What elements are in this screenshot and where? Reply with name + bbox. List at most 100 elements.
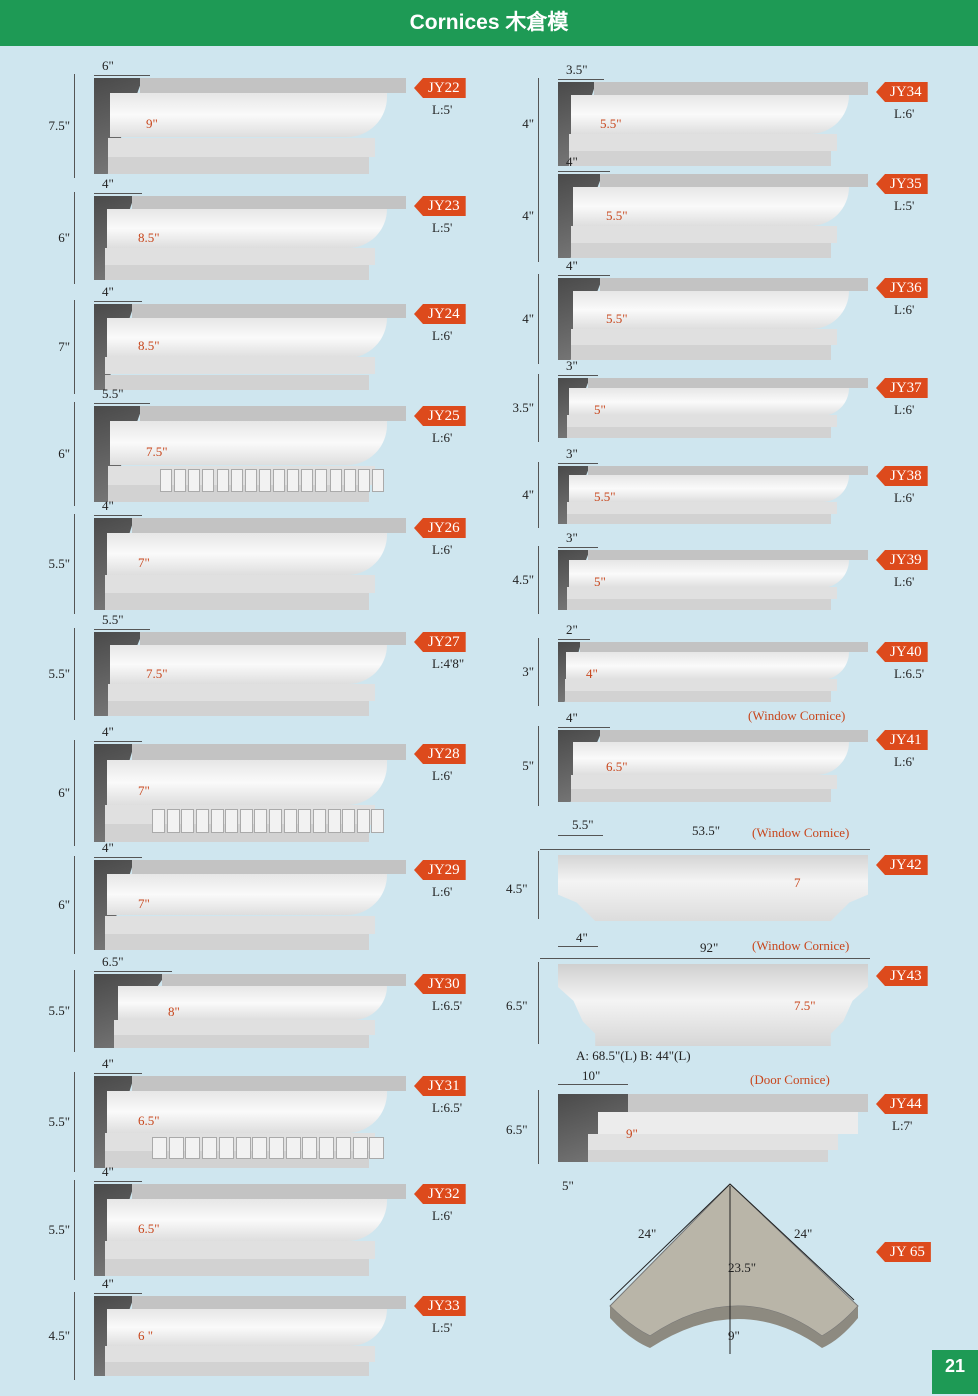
cornice-profile xyxy=(558,174,868,258)
height-dimension: 6" xyxy=(58,230,70,245)
cornice-profile xyxy=(94,1184,406,1276)
length-label: L:6.5' xyxy=(894,666,925,681)
rise-dimension: 9" xyxy=(728,1328,740,1343)
depth-label: 8.5" xyxy=(138,230,160,245)
product-jy32[interactable]: 4" 5.5" 6.5" JY32 L:6' xyxy=(0,1164,466,1296)
width-dimension: 3" xyxy=(566,446,578,461)
length-label: L:6' xyxy=(894,574,915,589)
product-jy35[interactable]: 4" 4" 5.5" JY35 L:5' xyxy=(500,154,930,278)
product-jy24[interactable]: 4" 7" 8.5" JY24 L:6' xyxy=(0,284,466,410)
length-label: L:5' xyxy=(894,198,915,213)
product-jy41[interactable]: 4" 5" 6.5" JY41 L:6' (Window Cornice) xyxy=(500,708,930,822)
product-jy33[interactable]: 4" 4.5" 6 " JY33 L:5' xyxy=(0,1276,466,1396)
product-jy22[interactable]: 6" 7.5" 9" JY22 L:5' xyxy=(0,58,466,194)
product-code-tag: JY37 xyxy=(876,378,928,398)
span-dimension: 53.5" xyxy=(692,823,721,838)
width-dimension: 4" xyxy=(102,284,114,299)
depth-label: 4" xyxy=(586,666,598,681)
length-label: L:6' xyxy=(894,106,915,121)
cornice-profile xyxy=(94,518,406,610)
cornice-profile xyxy=(558,855,868,921)
page-number: 21 xyxy=(932,1350,978,1394)
product-jy44[interactable]: (Door Cornice) 10" 6.5" 9" 5" JY44 L:7' xyxy=(500,1068,930,1198)
product-code-tag: JY42 xyxy=(876,855,928,875)
width-dimension: 5.5" xyxy=(102,386,124,401)
depth-label: 6 " xyxy=(138,1328,154,1343)
width-dimension: 2" xyxy=(566,622,578,637)
height-dimension: 6" xyxy=(58,446,70,461)
height-dimension: 6.5" xyxy=(506,998,528,1013)
depth-label: 5.5" xyxy=(606,208,628,223)
length-label: L:5' xyxy=(432,220,453,235)
product-code-tag: JY29 xyxy=(414,860,466,880)
height-dimension: 5.5" xyxy=(48,1222,70,1237)
length-label: L:6.5' xyxy=(432,998,463,1013)
width-dimension: 5.5" xyxy=(572,817,594,832)
width-dimension: 4" xyxy=(566,710,578,725)
product-jy39[interactable]: 3" 4.5" 5" JY39 L:6' xyxy=(500,530,930,630)
product-jy31[interactable]: 4" 5.5" 6.5" JY31 L:6.5' xyxy=(0,1056,466,1188)
product-jy28[interactable]: 4" 6" 7" JY28 L:6' xyxy=(0,724,466,862)
height-dimension: 4.5" xyxy=(506,881,528,896)
length-label: L:7' xyxy=(892,1118,913,1133)
cornice-profile xyxy=(94,196,406,280)
product-code-tag: JY43 xyxy=(876,966,928,986)
depth-label: 6.5" xyxy=(606,759,628,774)
height-dimension: 3" xyxy=(522,664,534,679)
corner-arch-piece xyxy=(609,1183,859,1354)
size-options: A: 68.5"(L) B: 44"(L) xyxy=(576,1048,691,1063)
product-jy27[interactable]: 5.5" 5.5" 7.5" JY27 L:4'8" xyxy=(0,612,466,736)
product-code-tag: JY26 xyxy=(414,518,466,538)
page-title: Cornices 木倉模 xyxy=(409,11,569,34)
height-dimension: 5.5" xyxy=(48,1003,70,1018)
cornice-profile xyxy=(94,1296,406,1376)
height-dimension: 4" xyxy=(522,208,534,223)
product-jy38[interactable]: 3" 4" 5.5" JY38 L:6' xyxy=(500,446,930,544)
depth-label: 6.5" xyxy=(138,1221,160,1236)
cornice-profile xyxy=(558,278,868,360)
length-label: L:6' xyxy=(894,754,915,769)
product-jy42[interactable]: 5.5" (Window Cornice) 53.5" 4.5" 7 JY42 xyxy=(500,815,930,935)
height-dimension: 4" xyxy=(522,487,534,502)
product-jy34[interactable]: 3.5" 4" 5.5" JY34 L:6' xyxy=(500,62,930,186)
product-jy65[interactable]: 24" 24" 23.5" 9" JY 65 xyxy=(580,1176,940,1356)
product-code-tag: JY23 xyxy=(414,196,466,216)
cornice-profile xyxy=(558,642,868,702)
height-dimension: 7" xyxy=(58,339,70,354)
width-dimension: 4" xyxy=(102,1164,114,1179)
product-jy25[interactable]: 5.5" 6" 7.5" JY25 L:6' xyxy=(0,386,466,522)
door-cornice-note: (Door Cornice) xyxy=(750,1072,830,1087)
height-dimension: 5.5" xyxy=(48,556,70,571)
product-code-tag: JY35 xyxy=(876,174,928,194)
product-jy36[interactable]: 4" 4" 5.5" JY36 L:6' xyxy=(500,258,930,380)
product-code-tag: JY27 xyxy=(414,632,466,652)
side-a-dimension: 24" xyxy=(638,1226,657,1241)
length-label: L:6' xyxy=(432,542,453,557)
cornice-profile xyxy=(558,1094,868,1162)
product-jy30[interactable]: 6.5" 5.5" 8" JY30 L:6.5' xyxy=(0,954,466,1068)
depth-label: 7.5" xyxy=(146,444,168,459)
width-dimension: 5.5" xyxy=(102,612,124,627)
product-jy29[interactable]: 4" 6" 7" JY29 L:6' xyxy=(0,840,466,970)
length-label: L:6' xyxy=(432,1208,453,1223)
height-dimension: 6.5" xyxy=(506,1122,528,1137)
length-label: L:4'8" xyxy=(432,656,465,671)
product-code-tag: JY38 xyxy=(876,466,928,486)
product-code-tag: JY34 xyxy=(876,82,928,102)
width-dimension: 4" xyxy=(566,258,578,273)
product-jy26[interactable]: 4" 5.5" 7" JY26 L:6' xyxy=(0,498,466,630)
length-label: L:6' xyxy=(432,328,453,343)
width-dimension: 3" xyxy=(566,358,578,373)
length-label: L:5' xyxy=(432,1320,453,1335)
product-code-tag: JY31 xyxy=(414,1076,466,1096)
width-dimension: 4" xyxy=(102,840,114,855)
product-jy40[interactable]: 2" 3" 4" JY40 L:6.5' xyxy=(500,622,930,722)
width-dimension: 6.5" xyxy=(102,954,124,969)
product-jy23[interactable]: 4" 6" 8.5" JY23 L:5' xyxy=(0,176,466,300)
width-dimension: 4" xyxy=(102,724,114,739)
height-dimension: 5" xyxy=(522,758,534,773)
height-dimension: 4.5" xyxy=(512,572,534,587)
product-jy37[interactable]: 3" 3.5" 5" JY37 L:6' xyxy=(500,358,930,458)
product-jy43[interactable]: 4" 92" (Window Cornice) 6.5" 7.5" A: 68.… xyxy=(500,928,930,1068)
depth-label: 6.5" xyxy=(138,1113,160,1128)
